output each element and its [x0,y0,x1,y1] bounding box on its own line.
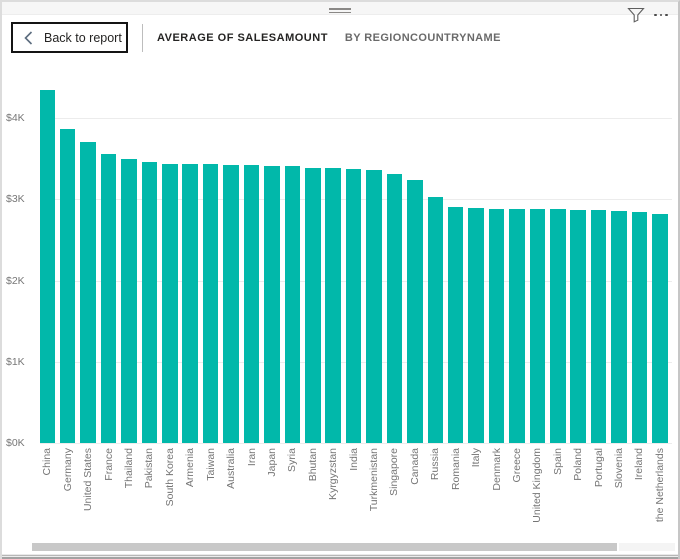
x-axis-category-label: Syria [286,448,299,472]
gridline [40,443,672,444]
drag-handle-icon[interactable] [329,6,351,14]
x-axis-category-label: Greece [510,448,523,483]
x-axis-category-label: Ireland [633,448,646,481]
bar[interactable] [121,159,137,443]
x-axis-category-label: Germany [61,448,74,492]
x-axis-category-label: Bhutan [306,448,319,482]
bar[interactable] [325,168,341,443]
bar[interactable] [59,128,76,443]
x-axis-category-label: Japan [265,448,278,477]
bar[interactable] [223,164,239,443]
x-axis-category-label: Turkmenistan [368,448,380,512]
page-subtitle: BY REGIONCOUNTRYNAME [344,31,501,44]
filter-button[interactable] [626,6,646,24]
x-axis-category-label: France [102,448,115,481]
visual-title: AVERAGE OF SALESAMOUNT BY REGIONCOUNTRYN… [157,22,501,53]
bar[interactable] [345,168,362,443]
x-axis-category-label: China [41,448,54,476]
x-axis-category-label: South Korea [163,448,176,507]
bar[interactable] [427,196,443,443]
bar[interactable] [202,164,219,443]
x-axis-category-label: Singapore [388,448,401,496]
x-axis-category-label: Denmark [490,448,503,491]
x-axis-category-label: Australia [225,448,237,489]
x-axis-category-label: Kyrgyzstan [327,448,340,500]
x-axis-category-label: United States [82,448,95,512]
bar[interactable] [141,161,158,443]
x-axis-category-label: Taiwan [204,448,217,481]
x-axis-category-label: Thailand [122,448,135,489]
bar[interactable] [264,165,280,443]
funnel-icon [627,7,645,23]
bar[interactable] [386,174,403,443]
drag-handle-line [329,11,351,13]
bar[interactable] [182,163,198,443]
y-axis-tick-label: $2K [6,274,25,287]
ellipsis-icon [654,13,657,17]
ellipsis-icon [659,13,663,17]
x-axis-category-label: Italy [470,448,483,468]
bar[interactable] [447,207,464,443]
x-axis-category-label: Armenia [184,448,197,488]
bar[interactable] [468,208,484,443]
bar[interactable] [243,165,260,443]
back-to-report-button[interactable]: Back to report [11,22,128,53]
bar[interactable] [366,170,382,443]
horizontal-scrollbar-track[interactable] [619,543,675,551]
chevron-left-icon [24,30,33,45]
x-axis-category-label: Iran [245,448,258,467]
x-axis-category-label: India [347,448,360,471]
y-axis-tick-label: $0K [6,437,25,449]
x-axis-category-label: Spain [551,448,564,475]
back-button-label: Back to report [44,30,122,45]
header-divider [142,24,143,52]
window-bottom-edge [2,554,678,559]
x-axis-category-label: Canada [408,448,421,485]
horizontal-scrollbar-thumb[interactable] [32,543,617,551]
page-title: AVERAGE OF SALESAMOUNT [157,31,328,44]
y-axis-tick-label: $1K [6,355,25,368]
y-axis-tick-label: $4K [6,112,25,124]
bar[interactable] [284,166,300,443]
x-axis-category-label: Portugal [592,448,605,488]
bar[interactable] [570,209,586,443]
x-axis-category-label: Romania [449,448,462,491]
bar[interactable] [590,210,607,443]
x-axis-category-label: Slovenia [613,448,625,489]
gridline [40,118,672,119]
bar[interactable] [631,211,648,443]
bar[interactable] [652,213,668,443]
ellipsis-icon [665,13,668,17]
more-options-button[interactable] [650,6,672,24]
bar[interactable] [509,208,525,443]
bar[interactable] [611,210,627,443]
y-axis-tick-label: $3K [6,193,25,206]
x-axis-category-label: Poland [572,448,585,481]
bar[interactable] [80,142,96,443]
drag-handle-line [329,8,351,10]
bar[interactable] [305,167,321,443]
x-axis-category-label: United Kingdom [531,448,544,523]
bar[interactable] [550,209,566,443]
bar[interactable] [162,163,178,443]
bar[interactable] [39,89,55,443]
bar[interactable] [529,209,546,443]
x-axis-category-label: Russia [429,448,442,481]
bar[interactable] [100,153,117,444]
bar[interactable] [407,179,423,444]
x-axis-category-label: the Netherlands [653,448,666,523]
bar[interactable] [488,208,505,443]
x-axis-category-label: Pakistan [143,448,156,489]
